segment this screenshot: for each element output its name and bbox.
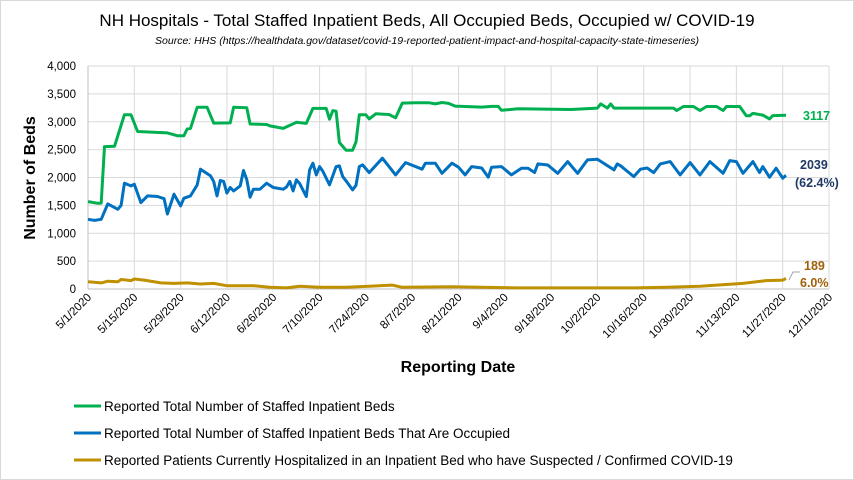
covid-percent-label: 6.0%	[800, 276, 829, 290]
y-tick-label: 500	[57, 256, 76, 268]
x-tick-label: 11/13/2020	[694, 292, 743, 341]
x-tick-label: 5/1/2020	[54, 292, 94, 332]
y-tick-label: 1,500	[47, 200, 76, 212]
legend-label-occupied-beds: Reported Total Number of Staffed Inpatie…	[104, 426, 510, 441]
x-tick-label: 7/24/2020	[327, 292, 372, 337]
x-tick-label: 12/11/2020	[787, 292, 836, 341]
legend-label-covid: Reported Patients Currently Hospitalized…	[104, 453, 733, 468]
legend: Reported Total Number of Staffed Inpatie…	[74, 399, 733, 468]
x-tick-label: 9/4/2020	[471, 292, 511, 332]
y-tick-label: 1,000	[47, 228, 76, 240]
chart-subtitle: Source: HHS (https://healthdata.gov/data…	[155, 35, 699, 47]
occupied-beds-percent-label: (62.4%)	[795, 176, 839, 190]
y-tick-label: 2,000	[47, 173, 76, 185]
legend-label-staffed-beds: Reported Total Number of Staffed Inpatie…	[104, 399, 395, 414]
y-axis-ticks: 0 500 1,000 1,500 2,000 2,500 3,000 3,500 4,000	[47, 61, 76, 296]
x-tick-label: 6/12/2020	[188, 292, 233, 337]
x-tick-label: 10/16/2020	[601, 292, 650, 341]
y-tick-label: 4,000	[47, 61, 76, 73]
series-line-occupied-beds	[87, 156, 787, 222]
covid-end-label: 189	[804, 259, 825, 273]
x-tick-label: 7/10/2020	[281, 292, 326, 337]
y-tick-label: 0	[70, 284, 76, 296]
series-line-staffed-beds	[87, 101, 787, 205]
y-axis-label: Number of Beds	[22, 116, 39, 240]
x-tick-label: 11/27/2020	[740, 292, 789, 341]
x-tick-label: 8/21/2020	[420, 292, 465, 337]
x-axis-label: Reporting Date	[401, 359, 516, 376]
x-tick-label: 6/26/2020	[235, 292, 280, 337]
staffed-beds-end-label: 3117	[803, 109, 830, 123]
x-axis-ticks: 5/1/2020 5/15/2020 5/29/2020 6/12/2020 6/26/…	[54, 292, 835, 341]
end-labels: 3117 2039 (62.4%) 189 6.0%	[788, 109, 839, 290]
series-line-covid-patients	[87, 277, 787, 290]
occupied-beds-end-label: 2039	[800, 158, 828, 172]
y-tick-label: 2,500	[47, 145, 76, 157]
y-tick-label: 3,500	[47, 89, 76, 101]
chart-title: NH Hospitals - Total Staffed Inpatient B…	[99, 11, 754, 30]
x-tick-label: 8/7/2020	[378, 292, 418, 332]
x-tick-label: 10/2/2020	[559, 292, 604, 337]
x-tick-label: 9/18/2020	[513, 292, 558, 337]
x-tick-label: 10/30/2020	[647, 292, 696, 341]
x-tick-label: 5/15/2020	[96, 292, 141, 337]
series-lines	[87, 101, 787, 290]
covid-label-leader-line	[788, 271, 800, 281]
y-tick-label: 3,000	[47, 117, 76, 129]
x-tick-label: 5/29/2020	[142, 292, 187, 337]
